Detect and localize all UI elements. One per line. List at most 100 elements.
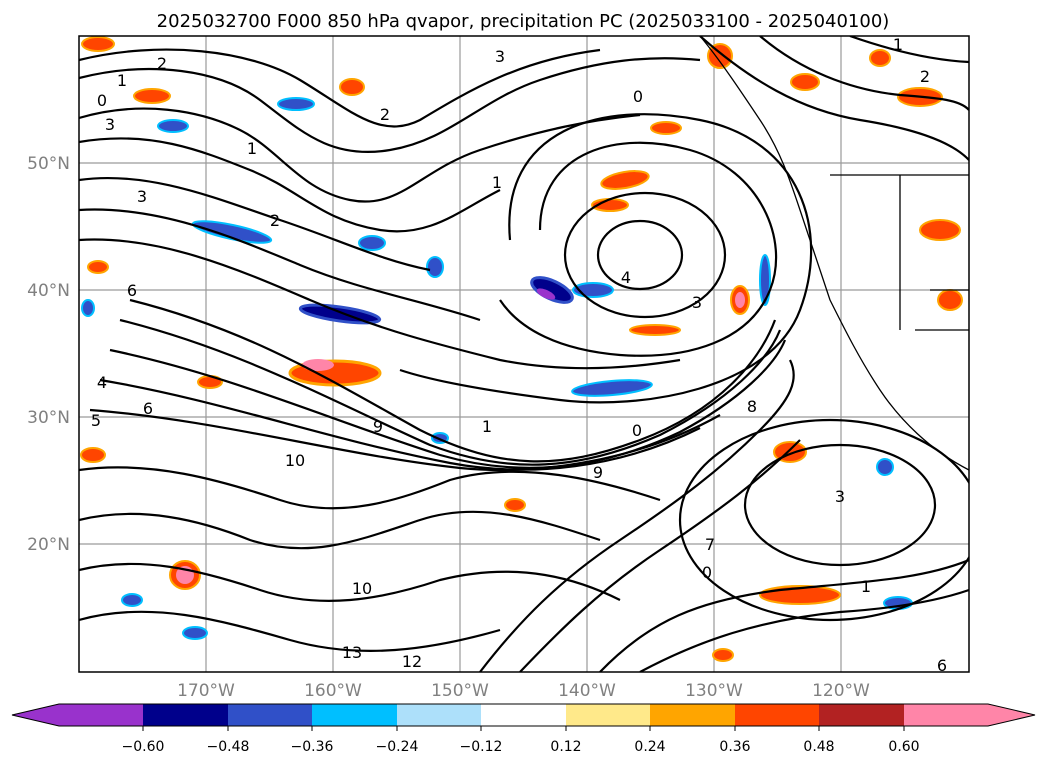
- colorbar-bin: [312, 704, 397, 726]
- contour-line: [79, 57, 701, 154]
- contour-label: 5: [91, 411, 101, 430]
- contour-label: 2: [920, 67, 930, 86]
- contour-line: [79, 48, 601, 128]
- colorbar-tick-label: −0.48: [207, 739, 250, 755]
- contour-line: [89, 408, 721, 472]
- contour-label: 2: [380, 105, 390, 124]
- colorbar-tick-label: −0.12: [460, 739, 503, 755]
- contour-label: 3: [105, 115, 115, 134]
- colorbar-ticks: [142, 726, 905, 731]
- colorbar-bin: [650, 704, 735, 726]
- precip-patch: [504, 498, 526, 512]
- colorbar-bin: [397, 704, 481, 726]
- contour-label: 1: [861, 577, 871, 596]
- contour-label: 1: [117, 71, 127, 90]
- contour-label: 2: [270, 211, 280, 230]
- precip-patch: [600, 170, 650, 190]
- contour-line: [399, 113, 813, 404]
- contour-line: [563, 191, 727, 319]
- contour-label: 8: [747, 397, 757, 416]
- contour-line: [129, 298, 777, 463]
- precip-patch: [121, 593, 143, 607]
- contour-line: [849, 36, 969, 64]
- precip-patch: [157, 119, 189, 133]
- lon-label-160w: 160°W: [304, 681, 362, 701]
- lon-label-150w: 150°W: [431, 681, 489, 701]
- graticule: [79, 36, 969, 672]
- contour-line: [479, 359, 795, 672]
- precip-patch: [712, 648, 734, 662]
- contour-line: [79, 610, 501, 652]
- latitude-labels: 50°N 40°N 30°N 20°N: [27, 154, 70, 555]
- contour-label: 0: [702, 563, 712, 582]
- precip-patch: [629, 324, 681, 336]
- precip-patch: [87, 260, 109, 274]
- precip-patch: [277, 97, 315, 111]
- contour-label: 0: [97, 91, 107, 110]
- contour-line: [79, 562, 621, 602]
- contour-label: 0: [633, 87, 643, 106]
- precip-patch: [919, 219, 961, 241]
- colorbar-tick-label: 0.48: [803, 739, 834, 755]
- contour-line: [79, 176, 431, 272]
- precip-patch: [302, 359, 334, 371]
- lat-label-50n: 50°N: [27, 154, 70, 174]
- precip-patch: [536, 288, 556, 300]
- contour-label: 2: [157, 54, 167, 73]
- precip-patch: [358, 235, 386, 251]
- contour-line: [109, 339, 787, 469]
- colorbar-extend-low: [12, 704, 143, 726]
- precip-patch: [869, 49, 891, 67]
- map-panel: 1 2 3 0 1 2 3 0 2 1 3 4 3 6 4 5 6 9 10 1…: [78, 35, 970, 673]
- contour-labels: 1 2 3 0 1 2 3 0 2 1 3 4 3 6 4 5 6 9 10 1…: [91, 35, 947, 672]
- lon-label-130w: 130°W: [685, 681, 743, 701]
- contour-line: [119, 318, 782, 466]
- colorbar-bin: [735, 704, 819, 726]
- contour-label: 6: [127, 281, 137, 300]
- precip-patch: [707, 43, 733, 69]
- lat-label-30n: 30°N: [27, 408, 70, 428]
- colorbar-tick-label: 0.12: [550, 739, 581, 755]
- contour-label: 1: [893, 35, 903, 54]
- contour-label: 3: [692, 293, 702, 312]
- contour-label: 10: [352, 579, 372, 598]
- contour-line: [499, 141, 778, 357]
- precip-patch: [81, 299, 95, 317]
- contour-label: 13: [342, 643, 362, 662]
- precip-patch: [133, 88, 171, 104]
- lat-label-20n: 20°N: [27, 535, 70, 555]
- contour-line: [79, 238, 681, 370]
- precip-patch: [339, 78, 365, 96]
- precip-patch: [790, 73, 820, 91]
- contour-label: 4: [97, 373, 107, 392]
- precip-patch: [650, 121, 682, 135]
- map-frame: [78, 35, 970, 673]
- contour-line: [599, 558, 969, 672]
- colorbar-tick-label: 0.36: [719, 739, 750, 755]
- colorbar-outline: [11, 703, 1036, 727]
- contour-line: [79, 208, 481, 322]
- figure-title: 2025032700 F000 850 hPa qvapor, precipit…: [157, 11, 890, 32]
- west-coast-outline: [699, 36, 969, 471]
- contour-line: [678, 418, 969, 622]
- contour-line: [79, 466, 661, 510]
- lon-label-170w: 170°W: [177, 681, 235, 701]
- contour-label: 0: [632, 421, 642, 440]
- contour-label: 9: [373, 417, 383, 436]
- colorbar-bin: [566, 704, 650, 726]
- contour-label: 3: [835, 487, 845, 506]
- precip-patch: [426, 256, 444, 278]
- precip-patch: [182, 626, 208, 640]
- contour-line: [99, 378, 701, 471]
- precip-patch: [937, 289, 963, 311]
- colorbar-extend-high: [904, 704, 1035, 726]
- precip-patch: [191, 220, 273, 244]
- precip-shading: [80, 36, 963, 662]
- precip-patch: [80, 447, 106, 463]
- contour-line: [79, 137, 501, 233]
- colorbar-tick-label: 0.60: [888, 739, 919, 755]
- contour-line: [79, 107, 641, 203]
- contour-label: 4: [621, 268, 631, 287]
- contour-line: [699, 36, 969, 161]
